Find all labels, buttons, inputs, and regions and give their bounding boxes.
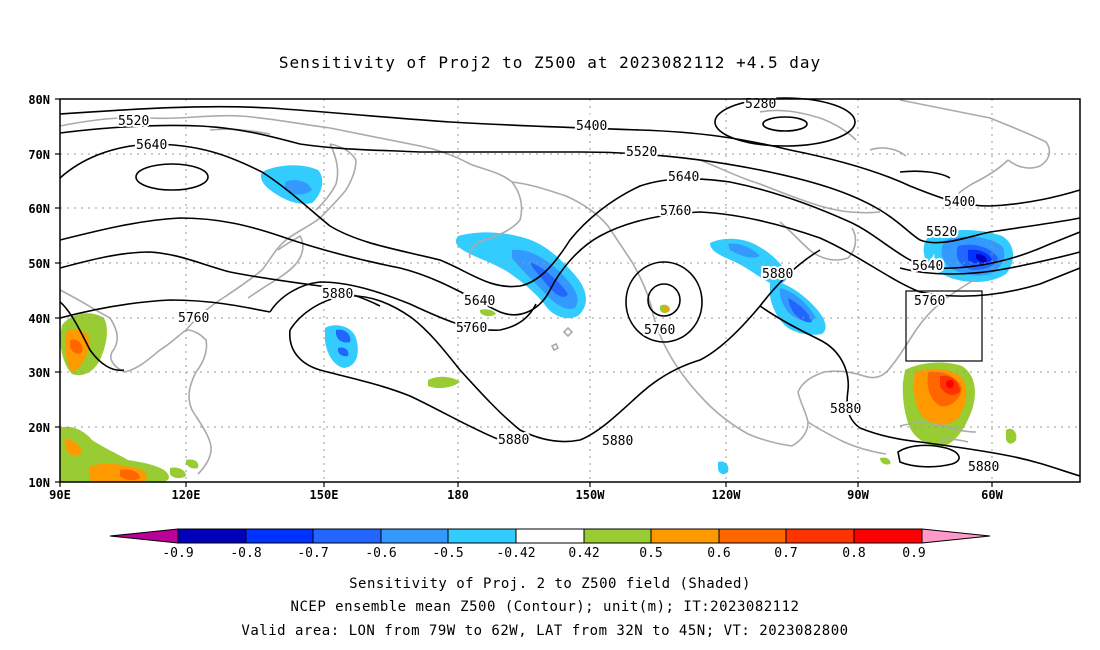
colorbar-tick-label: 0.6 bbox=[707, 546, 730, 561]
colorbar-segment bbox=[719, 529, 786, 543]
lat-label: 40N bbox=[28, 312, 50, 326]
contour-label: 5640 bbox=[136, 138, 167, 153]
contour-label: 5880 bbox=[968, 460, 999, 475]
lon-label: 120E bbox=[172, 488, 201, 502]
lon-label: 60W bbox=[981, 488, 1003, 502]
lat-label: 60N bbox=[28, 202, 50, 216]
contour-label: 5760 bbox=[660, 204, 691, 219]
contour-label: 5520 bbox=[118, 114, 149, 129]
lon-label: 120W bbox=[712, 488, 742, 502]
colorbar-tick-label: -0.9 bbox=[162, 546, 193, 561]
contour-label: 5640 bbox=[668, 170, 699, 185]
z500-contours bbox=[59, 97, 1081, 477]
lat-label: 70N bbox=[28, 148, 50, 162]
longitude-labels: 90E 120E 150E 180 150W 120W 90W 60W bbox=[49, 488, 1003, 502]
contour-label: 5760 bbox=[914, 294, 945, 309]
caption: Sensitivity of Proj. 2 to Z500 field (Sh… bbox=[241, 576, 848, 639]
lon-label: 150W bbox=[576, 488, 606, 502]
colorbar-segment bbox=[651, 529, 719, 543]
colorbar-tick-label: -0.5 bbox=[432, 546, 463, 561]
colorbar-segment bbox=[922, 529, 990, 543]
colorbar-tick-label: 0.9 bbox=[902, 546, 925, 561]
contour-label: 5640 bbox=[464, 294, 495, 309]
lat-label: 80N bbox=[28, 93, 50, 107]
contour-label: 5640 bbox=[912, 259, 943, 274]
colorbar-segment bbox=[313, 529, 381, 543]
contour-labels: 5280 5400 5520 5520 5640 5640 5640 5640 … bbox=[116, 95, 1001, 477]
lon-label: 90E bbox=[49, 488, 71, 502]
contour-label: 5880 bbox=[498, 433, 529, 448]
colorbar-segment bbox=[584, 529, 651, 543]
contour-label: 5880 bbox=[322, 287, 353, 302]
colorbar-segment bbox=[246, 529, 313, 543]
contour-label: 5400 bbox=[944, 195, 975, 210]
map-panel: 5280 5400 5520 5520 5640 5640 5640 5640 … bbox=[59, 95, 1081, 483]
latitude-labels: 80N 70N 60N 50N 40N 30N 20N 10N bbox=[28, 93, 50, 490]
contour-label: 5400 bbox=[576, 119, 607, 134]
lat-label: 30N bbox=[28, 366, 50, 380]
contour-label: 5760 bbox=[178, 311, 209, 326]
caption-line-1: Sensitivity of Proj. 2 to Z500 field (Sh… bbox=[349, 576, 751, 592]
colorbar: -0.9 -0.8 -0.7 -0.6 -0.5 -0.42 0.42 0.5 … bbox=[109, 528, 991, 561]
lat-label: 10N bbox=[28, 476, 50, 490]
colorbar-segment bbox=[786, 529, 854, 543]
colorbar-segment bbox=[854, 529, 922, 543]
colorbar-tick-label: -0.7 bbox=[297, 546, 328, 561]
sensitivity-shading bbox=[60, 165, 1017, 482]
lat-label: 20N bbox=[28, 421, 50, 435]
colorbar-tick-label: -0.8 bbox=[230, 546, 261, 561]
colorbar-segment bbox=[178, 529, 246, 543]
colorbar-tick-label: 0.7 bbox=[774, 546, 797, 561]
contour-label: 5880 bbox=[602, 434, 633, 449]
colorbar-tick-label: -0.6 bbox=[365, 546, 396, 561]
valid-area-box bbox=[905, 290, 983, 362]
axis-ticks bbox=[55, 98, 993, 487]
colorbar-tick-label: -0.42 bbox=[496, 546, 535, 561]
contour-label: 5760 bbox=[644, 323, 675, 338]
contour-label: 5880 bbox=[830, 402, 861, 417]
colorbar-segment bbox=[448, 529, 516, 543]
contour-label: 5760 bbox=[456, 321, 487, 336]
caption-line-2: NCEP ensemble mean Z500 (Contour); unit(… bbox=[291, 599, 800, 615]
contour-label: 5520 bbox=[626, 145, 657, 160]
map-title: Sensitivity of Proj2 to Z500 at 20230821… bbox=[279, 53, 821, 72]
lon-label: 150E bbox=[310, 488, 339, 502]
colorbar-tick-label: 0.5 bbox=[639, 546, 662, 561]
colorbar-segment bbox=[381, 529, 448, 543]
contour-label: 5520 bbox=[926, 225, 957, 240]
colorbar-segment bbox=[110, 529, 178, 543]
colorbar-tick-label: 0.42 bbox=[568, 546, 599, 561]
colorbar-segment bbox=[516, 529, 584, 543]
caption-line-3: Valid area: LON from 79W to 62W, LAT fro… bbox=[241, 623, 848, 639]
lon-label: 180 bbox=[447, 488, 469, 502]
graticule bbox=[60, 99, 1080, 482]
lon-label: 90W bbox=[847, 488, 869, 502]
contour-label: 5880 bbox=[762, 267, 793, 282]
colorbar-tick-label: 0.8 bbox=[842, 546, 865, 561]
lat-label: 50N bbox=[28, 257, 50, 271]
